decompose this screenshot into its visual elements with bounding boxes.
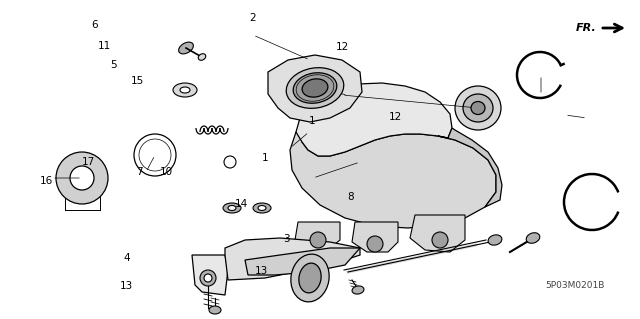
Circle shape <box>204 274 212 282</box>
Ellipse shape <box>209 306 221 314</box>
Ellipse shape <box>526 233 540 243</box>
Ellipse shape <box>223 203 241 213</box>
Ellipse shape <box>471 101 485 115</box>
Text: 13: 13 <box>255 265 268 276</box>
Ellipse shape <box>299 263 321 293</box>
Ellipse shape <box>180 87 190 93</box>
Text: 4: 4 <box>124 253 130 263</box>
Polygon shape <box>225 238 360 280</box>
Polygon shape <box>245 248 360 275</box>
Text: 16: 16 <box>40 176 52 186</box>
Text: 12: 12 <box>336 42 349 52</box>
Ellipse shape <box>253 203 271 213</box>
Text: 8: 8 <box>348 192 354 202</box>
Ellipse shape <box>488 235 502 245</box>
Circle shape <box>367 236 383 252</box>
Text: 6: 6 <box>92 20 98 30</box>
Ellipse shape <box>455 86 501 130</box>
Text: FR.: FR. <box>576 23 597 33</box>
Ellipse shape <box>179 42 193 54</box>
Ellipse shape <box>286 68 344 108</box>
Text: 1: 1 <box>262 153 269 163</box>
Text: 11: 11 <box>98 41 111 51</box>
Polygon shape <box>296 83 452 156</box>
Text: 17: 17 <box>82 157 95 167</box>
Polygon shape <box>410 215 465 252</box>
Text: 12: 12 <box>389 112 402 122</box>
Text: 5: 5 <box>111 60 117 70</box>
Text: 15: 15 <box>131 76 144 86</box>
Ellipse shape <box>463 94 493 122</box>
Polygon shape <box>352 222 398 252</box>
Text: 10: 10 <box>160 167 173 177</box>
Ellipse shape <box>352 286 364 294</box>
Circle shape <box>224 156 236 168</box>
Ellipse shape <box>198 54 206 60</box>
Text: 5P03M0201B: 5P03M0201B <box>545 281 605 291</box>
Text: 7: 7 <box>136 167 143 177</box>
Text: 1: 1 <box>308 115 315 126</box>
Ellipse shape <box>70 166 94 190</box>
Circle shape <box>200 270 216 286</box>
Text: 13: 13 <box>120 281 133 292</box>
Text: 2: 2 <box>250 12 256 23</box>
Polygon shape <box>290 132 496 228</box>
Ellipse shape <box>258 205 266 211</box>
Ellipse shape <box>228 205 236 211</box>
Polygon shape <box>268 55 362 122</box>
Ellipse shape <box>293 73 337 103</box>
Polygon shape <box>295 222 340 248</box>
Circle shape <box>432 232 448 248</box>
Circle shape <box>310 232 326 248</box>
Ellipse shape <box>173 83 197 97</box>
Polygon shape <box>192 255 228 295</box>
Text: 14: 14 <box>236 198 248 209</box>
Ellipse shape <box>302 79 328 97</box>
Polygon shape <box>438 128 502 207</box>
Ellipse shape <box>291 254 329 302</box>
Text: 3: 3 <box>284 234 290 244</box>
Ellipse shape <box>56 152 108 204</box>
